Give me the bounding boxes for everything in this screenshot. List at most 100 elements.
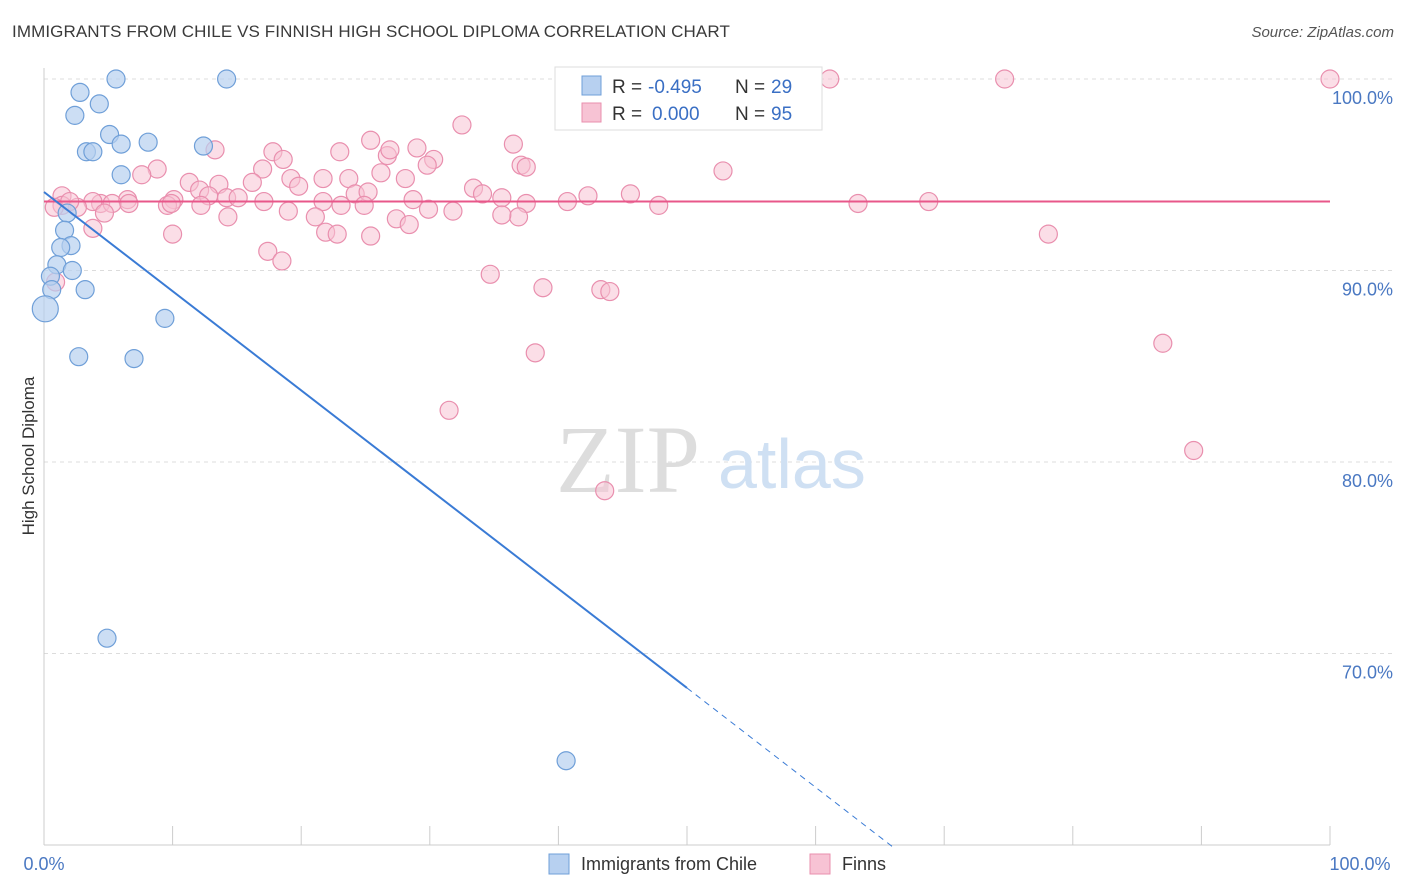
finns-point xyxy=(820,69,840,89)
finns-point xyxy=(354,195,374,215)
finns-point xyxy=(403,190,423,210)
finns-point xyxy=(242,172,262,193)
y-tick-label: 80.0% xyxy=(1342,471,1393,491)
finns-point xyxy=(995,69,1015,89)
finns-point xyxy=(218,207,238,227)
chile-point xyxy=(155,308,175,328)
finns-point xyxy=(418,199,439,219)
finns-point xyxy=(516,157,536,177)
x-tick-label-max: 100.0% xyxy=(1329,854,1390,874)
finns-point xyxy=(399,214,419,235)
chile-trend-line xyxy=(43,191,688,689)
chile-point xyxy=(57,203,77,223)
watermark-atlas: atlas xyxy=(718,425,866,503)
source-label: Source: ZipAtlas.com xyxy=(1251,24,1394,41)
finns-point xyxy=(713,161,733,181)
finns-point xyxy=(1038,224,1058,244)
x-axis-ticks xyxy=(43,826,1331,845)
finns-point xyxy=(253,159,273,179)
finns-points xyxy=(44,69,1340,501)
legend-r-label-pink: R = xyxy=(612,104,642,125)
finns-point xyxy=(94,203,115,223)
finns-point xyxy=(273,149,293,170)
chile-point xyxy=(89,94,109,114)
legend-n-value-pink: 95 xyxy=(771,104,792,125)
finns-point xyxy=(443,201,463,221)
bottom-legend-label-finns: Finns xyxy=(842,854,886,874)
finns-point xyxy=(620,184,641,204)
legend-top: R = -0.495 N = 29 R = 0.000 N = 95 xyxy=(554,66,823,131)
finns-point xyxy=(848,193,868,214)
chile-point xyxy=(69,347,89,367)
finns-point xyxy=(228,188,248,208)
chile-point xyxy=(193,136,214,156)
finns-point xyxy=(407,138,427,158)
finns-point xyxy=(330,142,350,162)
finns-point xyxy=(1153,333,1173,353)
finns-point xyxy=(492,188,512,208)
finns-point xyxy=(327,224,347,244)
legend-bottom: Immigrants from Chile Finns xyxy=(548,853,886,875)
finns-point xyxy=(649,195,669,215)
trend-lines xyxy=(43,191,1330,848)
finns-point xyxy=(331,195,351,215)
chile-point xyxy=(51,237,71,258)
finns-point xyxy=(1184,440,1204,461)
finns-point xyxy=(361,226,381,246)
chile-point xyxy=(83,142,103,162)
finns-point xyxy=(503,134,523,154)
finns-point xyxy=(191,195,211,215)
chile-point xyxy=(31,295,59,323)
finns-point xyxy=(119,193,139,214)
chile-points xyxy=(31,69,576,771)
finns-point xyxy=(132,165,152,185)
chile-point xyxy=(111,165,131,185)
chile-point xyxy=(62,260,82,281)
chile-point xyxy=(106,69,126,89)
legend-n-label-pink: N = xyxy=(735,104,765,125)
finns-point xyxy=(305,207,325,227)
chile-point xyxy=(138,132,158,152)
legend-swatch-pink xyxy=(581,102,602,123)
chile-point xyxy=(556,751,576,771)
finns-point xyxy=(578,186,598,206)
finns-point xyxy=(417,155,437,175)
finns-point xyxy=(380,140,400,160)
finns-point xyxy=(492,205,512,225)
finns-point xyxy=(1320,69,1340,89)
chile-point xyxy=(97,628,117,648)
finns-point xyxy=(533,278,553,298)
finns-point xyxy=(595,481,615,501)
y-tick-label: 100.0% xyxy=(1332,88,1393,108)
finns-point xyxy=(371,163,391,183)
chile-point xyxy=(217,69,237,89)
finns-point xyxy=(272,251,292,271)
y-tick-label: 90.0% xyxy=(1342,280,1393,300)
y-axis-title: High School Diploma xyxy=(19,376,38,535)
finns-point xyxy=(472,184,493,204)
x-tick-label-min: 0.0% xyxy=(23,854,64,874)
y-tick-labels: 100.0% 90.0% 80.0% 70.0% xyxy=(1332,88,1393,683)
finns-point xyxy=(508,207,529,227)
finns-point xyxy=(480,264,500,284)
finns-point xyxy=(525,343,545,363)
finns-point xyxy=(439,400,459,420)
finns-point xyxy=(395,168,415,189)
chart-title: IMMIGRANTS FROM CHILE VS FINNISH HIGH SC… xyxy=(12,22,730,41)
finns-point xyxy=(161,193,181,214)
finns-point xyxy=(452,115,472,135)
bottom-legend-swatch-chile xyxy=(548,853,570,875)
chile-point xyxy=(70,82,90,103)
legend-r-value-blue: -0.495 xyxy=(648,77,702,98)
finns-point xyxy=(278,201,298,221)
legend-n-label-blue: N = xyxy=(735,77,765,98)
chile-point xyxy=(75,280,95,300)
finns-point xyxy=(163,224,183,244)
legend-n-value-blue: 29 xyxy=(771,77,792,98)
finns-point xyxy=(361,130,381,150)
chile-point xyxy=(111,134,131,154)
chile-point xyxy=(65,105,85,125)
chile-trend-extension xyxy=(686,687,894,848)
bottom-legend-swatch-finns xyxy=(809,853,831,875)
